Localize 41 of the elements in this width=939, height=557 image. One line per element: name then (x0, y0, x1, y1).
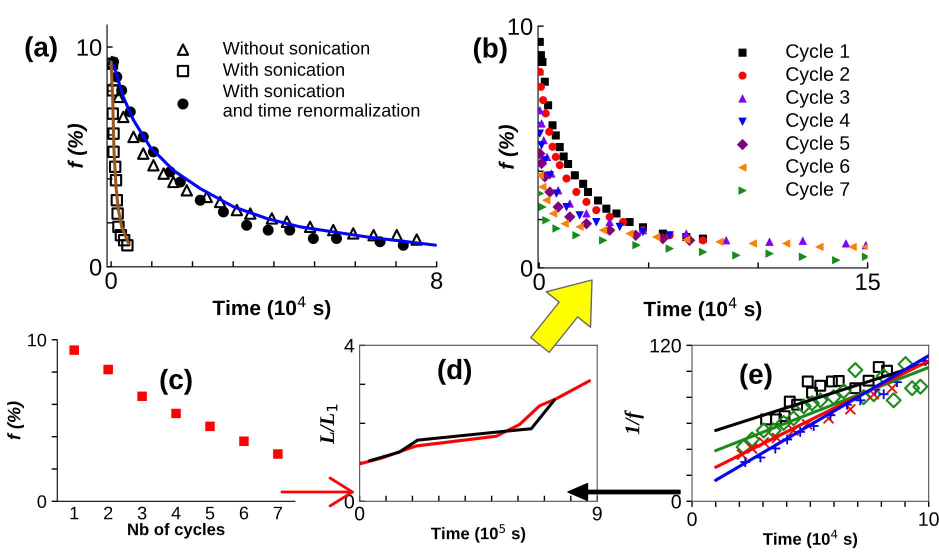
y-axis-title: f (%) (7, 402, 24, 440)
legend-label: With sonication and time renormalization (222, 84, 420, 117)
x-axis-title: Time (10$^{4}$ s) (644, 298, 762, 320)
x-axis-title: Nb of cycles (128, 522, 224, 539)
x-axis-title: Time (10$^{4}$ s) (762, 530, 858, 548)
x-tick-label: 15 (856, 274, 880, 290)
legend-label: Cycle 3 (786, 90, 850, 108)
chart-title: (d) (438, 358, 472, 385)
x-tick-label: 7 (274, 506, 282, 520)
x-tick-label: 4 (171, 506, 181, 520)
legend-label: Cycle 5 (786, 136, 850, 154)
text: (e) (740, 364, 772, 390)
x-tick-label: 2 (104, 506, 112, 520)
legend-label: Without sonication (222, 41, 370, 55)
x-tick-label: 3 (138, 506, 146, 520)
x-tick-label: 5 (206, 506, 214, 520)
x-tick-label: 1 (70, 506, 78, 520)
x-tick-label: 0 (105, 272, 117, 290)
y-axis-title: f (%) (68, 124, 88, 168)
y-axis-title: f (%) (498, 125, 518, 169)
x-tick-label: 10 (919, 512, 939, 526)
legend-label: Cycle 2 (786, 66, 850, 85)
y-axis-title: L/L$_{1}$ (320, 404, 338, 444)
x-tick-label: 6 (240, 506, 248, 520)
x-tick-label: 9 (592, 506, 602, 520)
legend-label: Cycle 6 (786, 158, 850, 177)
x-tick-label: 8 (431, 272, 442, 290)
x-tick-label: 0 (534, 273, 545, 290)
legend-label: Cycle 1 (786, 44, 850, 62)
chart-title: (b) (474, 37, 507, 64)
y-axis-title: 1/f (624, 410, 644, 434)
chart-title: (a) (26, 36, 57, 62)
legend-label: With sonication (222, 62, 344, 76)
x-axis-title: Time (10$^{4}$ s) (212, 296, 330, 320)
x-tick-label: 0 (687, 512, 697, 526)
x-axis-title: Time (10$^{5}$ s) (431, 524, 526, 543)
text: (c) (160, 368, 192, 395)
legend-label: Cycle 7 (786, 182, 850, 200)
y-tick-label: 120 (650, 338, 681, 353)
x-tick-label: 0 (354, 506, 364, 520)
legend-label: Cycle 4 (786, 112, 850, 131)
